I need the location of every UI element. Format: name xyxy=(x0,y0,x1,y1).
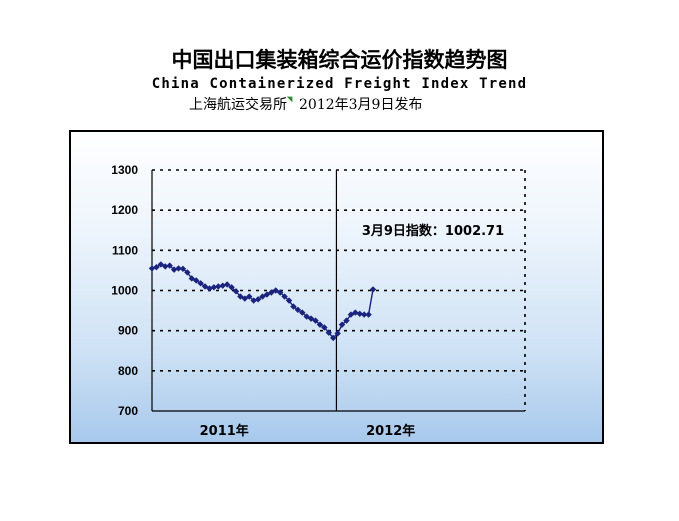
x-period-label: 2012年 xyxy=(366,423,415,439)
data-point xyxy=(228,284,235,291)
series-line xyxy=(151,263,374,339)
y-tick-label: 1000 xyxy=(111,284,138,298)
data-point xyxy=(175,265,182,272)
data-point xyxy=(268,289,275,296)
data-point xyxy=(330,334,337,342)
data-point xyxy=(223,281,231,288)
y-tick-label: 900 xyxy=(118,324,138,338)
data-point xyxy=(259,293,266,300)
y-tick-label: 1300 xyxy=(111,163,138,177)
y-tick-label: 1100 xyxy=(112,243,138,257)
data-point xyxy=(325,329,332,336)
data-point xyxy=(215,283,222,290)
data-point xyxy=(162,263,169,270)
subtitle-source: 上海航运交易所 xyxy=(189,97,287,113)
data-point xyxy=(321,324,328,331)
data-point xyxy=(334,330,341,337)
data-point xyxy=(343,317,350,324)
data-point xyxy=(303,313,310,320)
chart-title: 中国出口集装箱综合运价指数趋势图 xyxy=(171,48,508,72)
data-point xyxy=(356,310,363,317)
data-point xyxy=(170,266,178,273)
data-point xyxy=(179,265,187,273)
data-point xyxy=(250,297,257,304)
data-point xyxy=(316,321,324,328)
subtitle-date: 2012年3月9日发布 xyxy=(299,97,423,113)
data-point xyxy=(263,291,271,298)
chart-title-english: China Containerized Freight Index Trend xyxy=(151,76,528,92)
data-point xyxy=(360,311,368,318)
chart-annotation: 3月9日指数：1002.71 xyxy=(362,223,504,239)
data-point xyxy=(281,293,288,300)
y-tick-label: 700 xyxy=(118,404,138,418)
data-point xyxy=(294,306,302,313)
y-tick-label: 800 xyxy=(118,364,138,378)
data-point xyxy=(338,321,346,328)
data-point xyxy=(148,265,156,272)
data-point xyxy=(307,315,315,322)
data-point xyxy=(241,295,249,302)
data-point xyxy=(290,303,297,310)
data-point xyxy=(153,264,160,271)
data-point xyxy=(347,311,355,318)
data-point xyxy=(184,269,191,276)
data-point xyxy=(285,297,293,304)
data-point xyxy=(365,311,372,318)
data-point xyxy=(201,283,209,290)
chart-subtitle: 上海航运交易所 2012年3月9日发布 xyxy=(189,93,423,114)
y-tick-label: 1200 xyxy=(111,203,138,217)
data-point xyxy=(232,288,240,295)
data-point xyxy=(246,293,253,300)
data-point xyxy=(312,317,319,324)
data-point xyxy=(197,280,204,287)
data-point xyxy=(193,277,200,284)
data-point xyxy=(206,285,213,292)
data-point xyxy=(254,296,262,303)
data-point xyxy=(237,293,244,300)
data-point xyxy=(188,275,195,282)
data-point xyxy=(276,289,284,296)
data-point xyxy=(219,282,226,289)
data-point xyxy=(210,284,218,291)
data-point xyxy=(352,309,359,316)
data-point xyxy=(369,286,377,293)
data-point xyxy=(166,262,173,269)
data-point xyxy=(299,309,306,316)
data-point xyxy=(272,287,279,294)
x-period-label: 2011年 xyxy=(200,423,249,439)
data-point xyxy=(157,261,165,268)
